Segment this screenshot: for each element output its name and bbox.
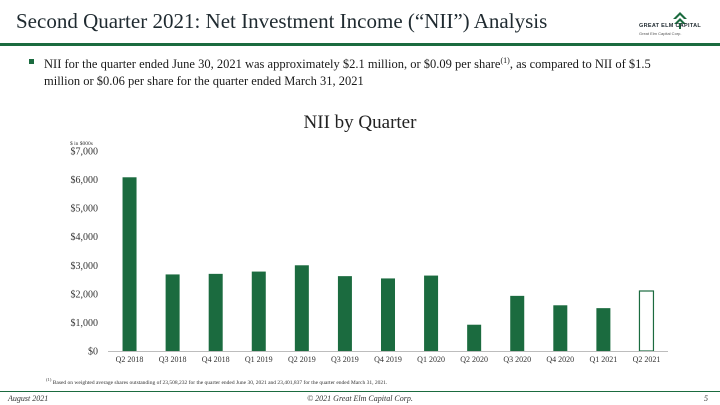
x-tick-label: Q1 2020 (417, 355, 445, 364)
tree-chevron-icon (673, 12, 687, 29)
page-number: 5 (704, 394, 708, 403)
bar-q3-2018 (165, 274, 180, 351)
bar-q2-2019 (294, 265, 309, 351)
y-tick-label: $1,000 (71, 318, 99, 329)
x-tick-label: Q4 2018 (202, 355, 230, 364)
logo-name: GREAT ELM CAPITAL (639, 23, 702, 29)
chart-title: NII by Quarter (303, 112, 417, 133)
logo-tagline: Great Elm Capital Corp. (639, 31, 682, 36)
x-tick-label: Q2 2020 (460, 355, 488, 364)
x-tick-label: Q2 2021 (633, 355, 661, 364)
bar-q4-2020 (553, 305, 568, 351)
bar-q2-2018 (122, 177, 137, 351)
x-tick-label: Q4 2020 (546, 355, 574, 364)
x-tick-label: Q3 2018 (159, 355, 187, 364)
slide-title: Second Quarter 2021: Net Investment Inco… (16, 9, 548, 33)
x-tick-label: Q3 2020 (503, 355, 531, 364)
bar-q4-2019 (381, 278, 395, 351)
y-tick-label: $4,000 (71, 232, 99, 243)
footer-date: August 2021 (8, 394, 49, 403)
unit-label: $ in $000s (70, 140, 93, 147)
footnote-marker: (1) (46, 377, 52, 382)
bar-q1-2019 (251, 271, 266, 351)
bullet-marker (29, 59, 34, 64)
bar-q2-2020 (467, 324, 482, 351)
company-logo (673, 12, 687, 29)
footer-copyright: © 2021 Great Elm Capital Corp. (307, 394, 413, 403)
bullet-rest: , as compared to NII of $1.5 million or … (44, 57, 651, 89)
x-tick-label: Q1 2019 (245, 355, 273, 364)
footnote-text: Based on weighted average shares outstan… (51, 379, 388, 386)
y-tick-label: $2,000 (71, 289, 99, 300)
x-tick-label: Q2 2019 (288, 355, 316, 364)
bar-q3-2019 (337, 276, 352, 351)
bar-q3-2020 (510, 295, 525, 351)
footer-divider (0, 391, 720, 392)
footnote: (1) Based on weighted average shares out… (46, 377, 387, 386)
bar-q1-2021 (596, 308, 611, 351)
bullet-main: NII for the quarter ended June 30, 2021 … (44, 57, 501, 72)
x-tick-label: Q4 2019 (374, 355, 402, 364)
summary-bullet: NII for the quarter ended June 30, 2021 … (44, 52, 684, 90)
y-tick-label: $6,000 (71, 175, 99, 186)
bar-q2-2021 (638, 290, 655, 352)
x-tick-label: Q2 2018 (116, 355, 144, 364)
y-tick-label: $0 (88, 347, 98, 358)
x-tick-label: Q1 2021 (589, 355, 617, 364)
bullet-footnote-ref: (1) (500, 56, 510, 65)
header-divider (0, 43, 720, 46)
y-tick-label: $7,000 (71, 147, 99, 158)
y-tick-label: $5,000 (71, 204, 99, 215)
y-tick-label: $3,000 (71, 261, 99, 272)
bar-q4-2018 (208, 273, 223, 351)
bar-q1-2020 (424, 275, 439, 351)
x-tick-label: Q3 2019 (331, 355, 359, 364)
